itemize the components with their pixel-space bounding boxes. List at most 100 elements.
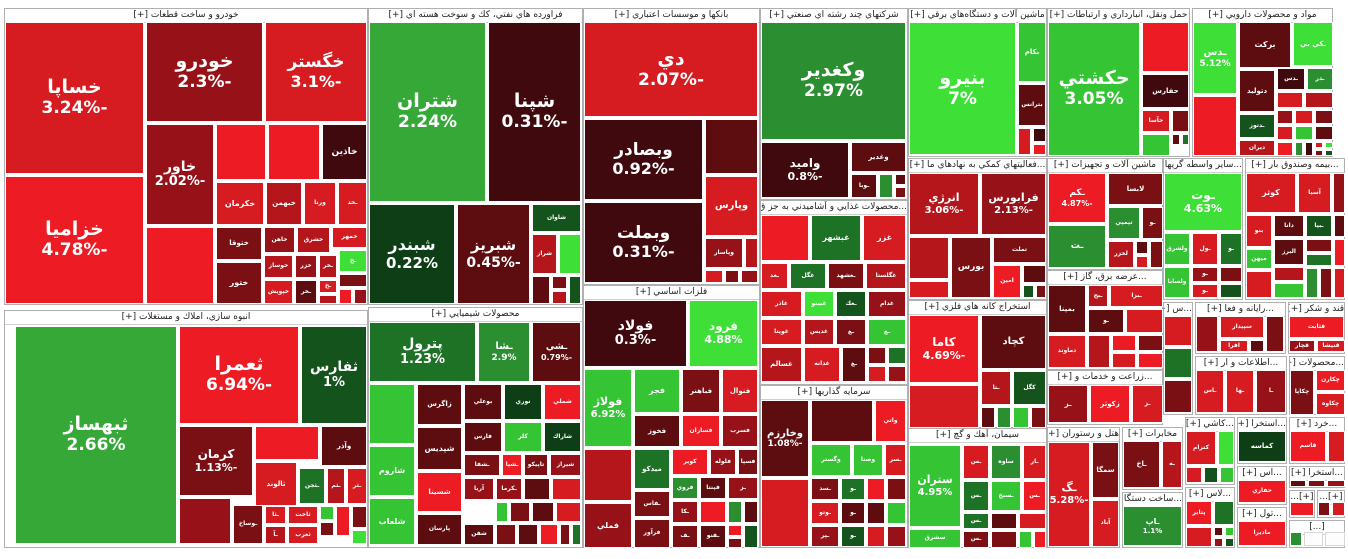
stock-tile-ميهن[interactable]: ميهن <box>1246 249 1272 269</box>
stock-tile[interactable] <box>1225 527 1234 536</box>
stock-tile-بركت[interactable]: بركت <box>1239 22 1291 68</box>
stock-tile-بمپنا[interactable]: بمپنا <box>1048 285 1086 333</box>
stock-tile-شاروم[interactable]: شاروم <box>369 446 415 496</box>
stock-tile[interactable] <box>1290 502 1314 516</box>
stock-tile-كترام[interactable]: كترام <box>1186 431 1216 465</box>
stock-tile-فلوله[interactable]: فلوله <box>710 449 736 475</box>
stock-tile-ـو[interactable]: ـو <box>1192 267 1218 282</box>
stock-tile-ـبزا[interactable]: ـبزا <box>1110 285 1163 307</box>
stock-tile-ـز[interactable]: ـز <box>1048 385 1088 423</box>
stock-tile[interactable] <box>741 270 758 283</box>
stock-tile[interactable] <box>320 506 334 520</box>
stock-tile[interactable] <box>1112 335 1136 351</box>
stock-tile[interactable] <box>1186 527 1212 547</box>
stock-tile-ـشفا[interactable]: ـشفا <box>464 454 500 476</box>
sector-header-mining-other[interactable]: ...استخرا [+] <box>1238 418 1286 432</box>
stock-tile-ـكي بي[interactable]: ـكي بي <box>1293 22 1333 66</box>
stock-tile[interactable] <box>552 291 567 304</box>
stock-tile-خزاميا[interactable]: خزاميا -4.78% <box>5 176 144 304</box>
stock-tile[interactable] <box>532 502 554 522</box>
stock-tile[interactable] <box>1204 467 1218 483</box>
stock-tile[interactable] <box>888 347 906 364</box>
stock-tile[interactable] <box>1193 96 1237 156</box>
stock-tile-سپيدار[interactable]: سپيدار <box>1220 316 1264 338</box>
stock-tile-فپنتا[interactable]: فپنتا <box>700 477 726 499</box>
stock-tile-وصنا[interactable]: وصنا <box>853 444 883 476</box>
sector-header-machinery[interactable]: ماشين آلات و تجهيزات [+] <box>1048 159 1162 173</box>
stock-tile[interactable] <box>728 525 742 536</box>
stock-tile[interactable] <box>1172 134 1180 145</box>
stock-tile[interactable] <box>1295 126 1313 140</box>
stock-tile-قثابت[interactable]: قثابت <box>1289 316 1344 338</box>
stock-tile-ـخر[interactable]: ـخر <box>295 280 317 304</box>
stock-tile[interactable] <box>1088 335 1110 368</box>
stock-tile[interactable] <box>1172 110 1189 132</box>
stock-tile-فرابورس[interactable]: فرابورس -2.13% <box>981 173 1046 235</box>
stock-tile[interactable] <box>1315 126 1333 140</box>
stock-tile-فجر[interactable]: فجر <box>634 369 680 413</box>
stock-tile[interactable] <box>1186 467 1202 483</box>
stock-tile[interactable] <box>179 498 231 544</box>
sector-header-sugar[interactable]: قند و شكر [+] <box>1289 303 1344 317</box>
stock-tile-ختور[interactable]: ختور <box>216 262 262 304</box>
stock-tile-خزر[interactable]: خزر <box>295 255 317 278</box>
stock-tile-كوثر[interactable]: كوثر <box>1246 173 1296 213</box>
stock-tile[interactable] <box>352 506 367 528</box>
stock-tile-ـو[interactable]: ـو <box>841 526 865 547</box>
stock-tile-ثفارس[interactable]: ثفارس 1% <box>301 326 367 424</box>
sector-header-mini-2[interactable]: [+]... <box>1318 491 1344 505</box>
stock-tile-ـها[interactable]: ـها <box>1226 370 1254 413</box>
sector-header-info-comm[interactable]: ...اطلاعات و ار [+] <box>1196 357 1286 371</box>
stock-tile-كگل[interactable]: كگل <box>1013 371 1046 405</box>
stock-tile-غبينو[interactable]: غبينو <box>804 291 834 317</box>
stock-tile[interactable] <box>1325 142 1333 148</box>
stock-tile-غدانه[interactable]: غدانه <box>804 347 840 382</box>
stock-tile-ـو[interactable]: ـو <box>1142 207 1163 239</box>
stock-tile-ـثجن[interactable]: ـثجن <box>299 468 325 504</box>
stock-tile-غسالم[interactable]: غسالم <box>761 347 802 382</box>
stock-tile-ثعمرا[interactable]: ثعمرا -6.94% <box>179 326 299 424</box>
stock-tile-ـثم[interactable]: ـثم <box>327 468 345 504</box>
stock-tile[interactable] <box>1274 267 1304 281</box>
stock-tile-ـس[interactable]: ـس <box>963 481 989 511</box>
stock-tile-امين[interactable]: امين <box>993 265 1021 298</box>
stock-tile-واتي[interactable]: واتي <box>875 400 906 442</box>
stock-tile[interactable] <box>867 502 885 524</box>
stock-tile[interactable] <box>1277 92 1303 108</box>
sector-header-tool-mfg[interactable]: ...تول [+] <box>1238 508 1286 522</box>
stock-tile[interactable] <box>981 407 995 428</box>
stock-tile-فارس[interactable]: فارس <box>464 422 502 452</box>
stock-tile-كاما[interactable]: كاما -4.69% <box>909 315 979 383</box>
stock-tile-ـدتوز[interactable]: ـدتوز <box>1239 114 1275 138</box>
stock-tile[interactable] <box>1306 254 1332 266</box>
stock-tile[interactable] <box>1315 150 1323 156</box>
stock-tile-بورس[interactable]: بورس <box>951 237 991 298</box>
sector-header-food[interactable]: ...محصولات غذايي و آشاميدني به جز ق [+] <box>761 201 907 215</box>
stock-tile-قچار[interactable]: قچار <box>1289 340 1315 352</box>
stock-tile-ـو[interactable]: ـو <box>1088 309 1124 333</box>
stock-tile-وآذر[interactable]: وآذر <box>321 426 367 466</box>
stock-tile[interactable] <box>1250 340 1264 352</box>
stock-tile-ـثا[interactable]: ـثا <box>265 506 286 524</box>
stock-tile-غديس[interactable]: غديس <box>804 319 834 345</box>
sector-header-retail[interactable]: ...خرد [+] <box>1290 418 1344 432</box>
stock-tile[interactable] <box>725 270 739 283</box>
stock-tile[interactable] <box>510 502 530 522</box>
stock-tile[interactable] <box>1246 271 1272 298</box>
stock-tile-آباد[interactable]: آباد <box>1092 500 1119 547</box>
stock-tile[interactable] <box>336 506 350 536</box>
stock-tile-بترانس[interactable]: بترانس <box>1018 84 1046 126</box>
stock-tile-ـه[interactable]: ـه <box>1162 441 1182 488</box>
stock-tile[interactable] <box>888 366 906 382</box>
stock-tile-ـكا[interactable]: ـكا <box>672 501 698 523</box>
stock-tile-سشرق[interactable]: سشرق <box>909 529 961 548</box>
stock-tile-ـاس[interactable]: ـاس <box>1196 370 1224 413</box>
stock-tile-غبشهر[interactable]: غبشهر <box>811 215 861 261</box>
sector-header-telecom[interactable]: مخابرات [+] <box>1123 428 1182 442</box>
stock-tile-فخوز[interactable]: فخوز <box>634 415 680 447</box>
stock-tile[interactable] <box>1214 501 1234 525</box>
stock-tile[interactable] <box>1034 531 1046 548</box>
stock-tile-ـوت[interactable]: ـوت 4.63% <box>1164 173 1242 231</box>
stock-tile-شاوان[interactable]: شاوان <box>532 204 581 232</box>
stock-tile-خساپا[interactable]: خساپا -3.24% <box>5 22 144 174</box>
